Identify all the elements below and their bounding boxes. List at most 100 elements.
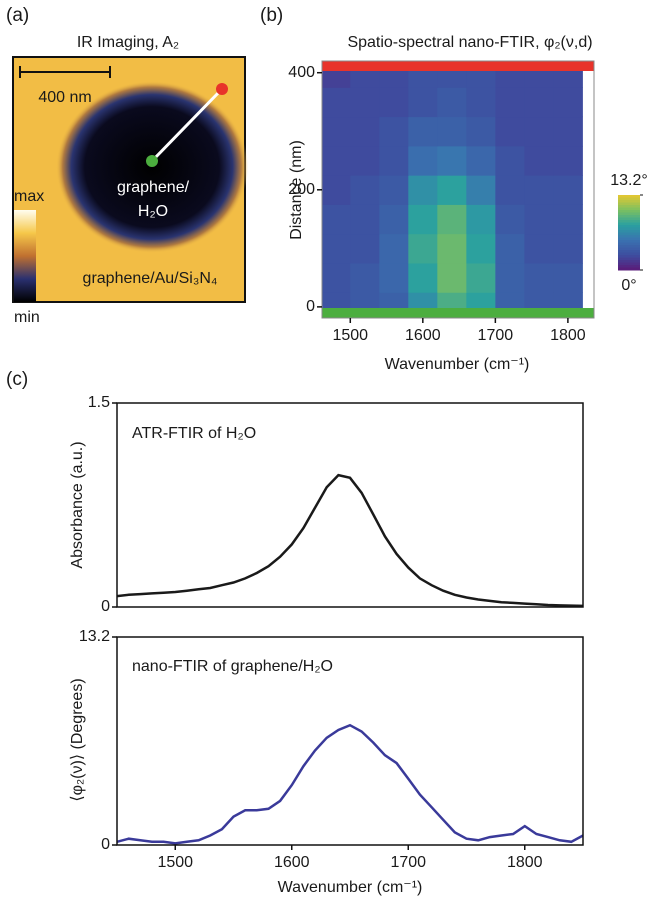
heat-cell <box>553 87 583 118</box>
y-axis-label: Absorbance (a.u.) <box>69 441 86 568</box>
heat-cell <box>408 233 438 264</box>
y-tick-label: 0 <box>101 598 110 615</box>
heat-cell <box>466 145 496 176</box>
y-axis-label: ⟨φ₂(ν)⟩ (Degrees) <box>69 678 86 801</box>
colorbar-label: max <box>14 188 44 205</box>
heat-cell <box>524 145 554 176</box>
panel-title: Spatio-spectral nano-FTIR, φ₂(ν,d) <box>347 34 592 51</box>
x-axis-label: Wavenumber (cm⁻¹) <box>385 356 530 373</box>
heat-cell <box>408 116 438 147</box>
spectrum-line <box>116 723 584 845</box>
line-cut <box>150 87 224 163</box>
heat-cell <box>495 145 525 176</box>
start-marker <box>322 308 594 318</box>
colorbar-step <box>618 252 640 256</box>
colorbar-step <box>618 237 640 241</box>
colorbar-step <box>618 222 640 226</box>
colorbar-step <box>618 220 640 223</box>
heat-cell <box>350 87 380 118</box>
heat-cell <box>322 145 351 176</box>
heat-cell <box>524 262 554 293</box>
panel-label: (a) <box>6 5 29 26</box>
colorbar-step <box>618 235 640 238</box>
colorbar-step <box>618 227 640 231</box>
heat-cell <box>495 233 525 264</box>
heat-cell <box>379 87 409 118</box>
heat-cell <box>350 116 380 147</box>
heat-cell <box>524 116 554 147</box>
y-tick-label: 1.5 <box>88 394 110 411</box>
colorbar-step <box>618 202 640 206</box>
annotation: ATR-FTIR of H₂O <box>132 425 256 442</box>
heat-cell <box>322 262 351 293</box>
heat-cell <box>322 116 351 147</box>
heat-cell <box>322 175 351 205</box>
spectrum-line <box>116 473 584 608</box>
colorbar-step <box>618 195 640 198</box>
colorbar-step <box>618 207 640 211</box>
heat-cell <box>437 262 467 293</box>
x-tick-label: 1700 <box>478 327 514 344</box>
heat-cell <box>437 116 467 147</box>
colorbar-label: min <box>14 309 40 326</box>
heat-cell <box>322 233 351 264</box>
colorbar-step <box>618 260 640 263</box>
heat-cell <box>408 87 438 118</box>
heat-cell <box>466 233 496 264</box>
x-tick-label: 1600 <box>405 327 441 344</box>
colorbar-step <box>618 245 640 248</box>
heat-cell <box>350 262 380 293</box>
colorbar-step <box>618 217 640 221</box>
heat-cell <box>524 233 554 264</box>
y-tick-label: 0 <box>101 836 110 853</box>
heat-cell <box>553 116 583 147</box>
heatmap <box>322 61 583 318</box>
y-tick-label: 0 <box>306 298 315 315</box>
heat-cell <box>437 204 467 235</box>
colorbar-step <box>618 265 640 268</box>
colorbar-step <box>618 257 640 261</box>
colorbar-step <box>618 242 640 246</box>
x-tick-label: 1700 <box>390 854 426 871</box>
colorbar-step <box>618 215 640 218</box>
colorbar-step <box>618 197 640 201</box>
heat-cell <box>408 262 438 293</box>
heat-cell <box>553 204 583 235</box>
heat-cell <box>350 204 380 235</box>
annotation: nano-FTIR of graphene/H₂O <box>132 658 333 675</box>
x-tick-label: 1800 <box>550 327 586 344</box>
colorbar-step <box>618 255 640 258</box>
heat-cell <box>437 145 467 176</box>
colorbar-step <box>618 247 640 251</box>
x-tick-label: 1500 <box>157 854 193 871</box>
heat-cell <box>524 175 554 205</box>
annotation: graphene/Au/Si₃N₄ <box>83 270 218 287</box>
x-tick-label: 1800 <box>507 854 543 871</box>
annotation: graphene/ <box>117 179 190 196</box>
colorbar-step <box>618 232 640 236</box>
heat-cell <box>408 175 438 205</box>
heat-cell <box>553 262 583 293</box>
x-axis-label: Wavenumber (cm⁻¹) <box>278 879 423 896</box>
y-tick-label: 200 <box>288 181 315 198</box>
start-dot <box>146 155 158 167</box>
heat-cell <box>379 204 409 235</box>
heat-cell <box>437 87 467 118</box>
colorbar-step <box>618 210 640 213</box>
heat-cell <box>437 175 467 205</box>
y-axis-label: Distance (nm) <box>288 140 305 240</box>
colorbar-tick-label: 13.2° <box>610 172 648 189</box>
heat-cell <box>553 175 583 205</box>
y-tick-label: 13.2 <box>79 628 110 645</box>
heat-cell <box>408 204 438 235</box>
heat-cell <box>350 175 380 205</box>
colorbar-step <box>618 200 640 203</box>
heat-cell <box>524 87 554 118</box>
panel-label: (b) <box>260 5 283 26</box>
y-tick-label: 400 <box>288 64 315 81</box>
x-tick-label: 1500 <box>332 327 368 344</box>
colorbar-step <box>618 212 640 216</box>
colorbar-step <box>618 205 640 208</box>
colorbar-tick-label: 0° <box>621 277 636 294</box>
x-tick-label: 1600 <box>274 854 310 871</box>
